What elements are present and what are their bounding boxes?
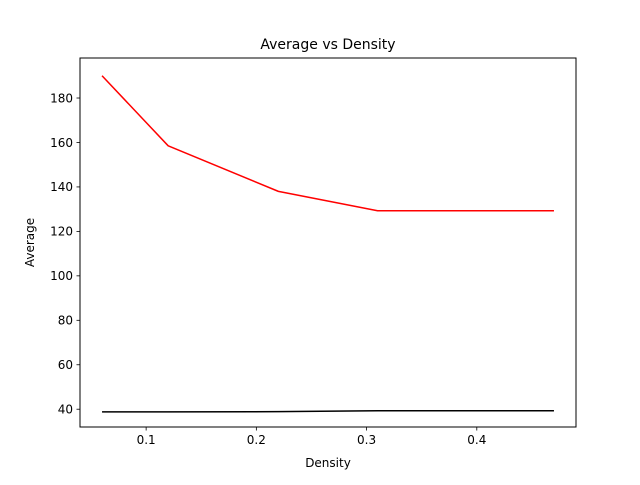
y-axis-label: Average: [23, 218, 37, 267]
x-tick-label: 0.3: [357, 433, 376, 447]
x-tick-label: 0.4: [467, 433, 486, 447]
x-tick-label: 0.1: [137, 433, 156, 447]
y-tick-label: 60: [58, 358, 73, 372]
x-axis-ticks: 0.1 0.2 0.3 0.4: [137, 427, 486, 447]
y-tick-label: 160: [50, 136, 73, 150]
series-line-1: [101, 75, 554, 212]
y-tick-label: 140: [50, 180, 73, 194]
y-tick-label: 100: [50, 269, 73, 283]
y-tick-label: 180: [50, 91, 73, 105]
series-layer: [101, 75, 554, 413]
plot-frame: [79, 57, 577, 428]
y-tick-label: 80: [58, 314, 73, 328]
chart-title: Average vs Density: [260, 37, 395, 53]
x-axis-label: Density: [305, 456, 351, 470]
series-line-2: [102, 410, 554, 413]
y-tick-label: 40: [58, 403, 73, 417]
y-tick-label: 120: [50, 225, 73, 239]
x-tick-label: 0.2: [247, 433, 266, 447]
y-axis-ticks: 40 60 80 100 120 140 160 180: [50, 91, 80, 417]
